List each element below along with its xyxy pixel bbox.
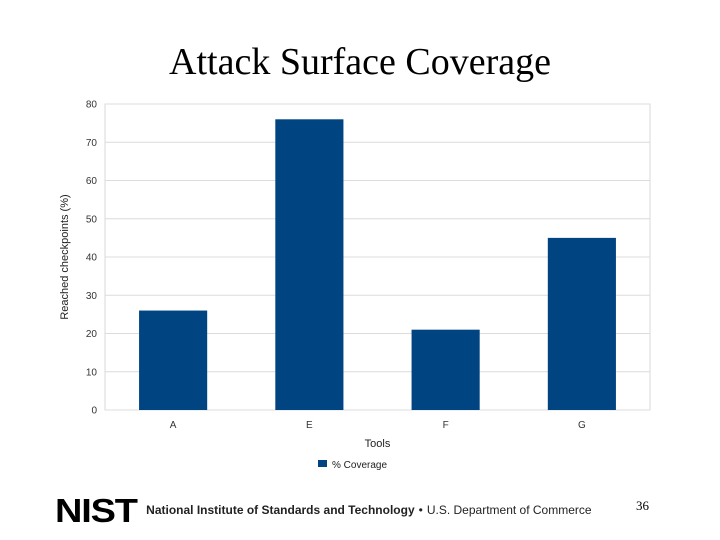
x-tick-label: A	[170, 420, 177, 431]
x-axis-title: Tools	[365, 438, 391, 450]
x-tick-label: E	[306, 420, 313, 431]
footer: NIST National Institute of Standards and…	[55, 493, 592, 527]
footer-text: National Institute of Standards and Tech…	[146, 503, 591, 517]
y-tick-label: 80	[86, 100, 98, 111]
x-tick-label: G	[578, 420, 586, 431]
chart-bars	[139, 119, 616, 411]
bar-E	[275, 119, 344, 411]
slide-title: Attack Surface Coverage	[169, 41, 551, 83]
nist-logo: NIST	[55, 491, 138, 529]
bar-F	[411, 329, 480, 410]
department-name: U.S. Department of Commerce	[426, 503, 592, 517]
y-tick-label: 10	[86, 367, 98, 378]
y-tick-label: 20	[86, 329, 98, 340]
y-axis-ticks: 0 10 20 30 40 50 60 70 80	[86, 100, 98, 417]
y-tick-label: 60	[86, 176, 98, 187]
bar-A	[139, 310, 208, 410]
y-tick-label: 30	[86, 291, 98, 302]
y-tick-label: 0	[91, 406, 97, 417]
x-tick-label: F	[443, 420, 449, 431]
y-tick-label: 70	[86, 138, 98, 149]
page-number: 36	[636, 498, 649, 513]
legend-label: % Coverage	[332, 460, 387, 471]
institute-name: National Institute of Standards and Tech…	[146, 503, 415, 517]
footer-separator: •	[418, 503, 423, 517]
y-tick-label: 50	[86, 214, 98, 225]
y-tick-label: 40	[86, 253, 98, 264]
legend-swatch	[318, 460, 327, 467]
bar-G	[547, 237, 616, 410]
y-axis-title: Reached checkpoints (%)	[59, 194, 71, 319]
chart-legend: % Coverage	[318, 460, 387, 471]
